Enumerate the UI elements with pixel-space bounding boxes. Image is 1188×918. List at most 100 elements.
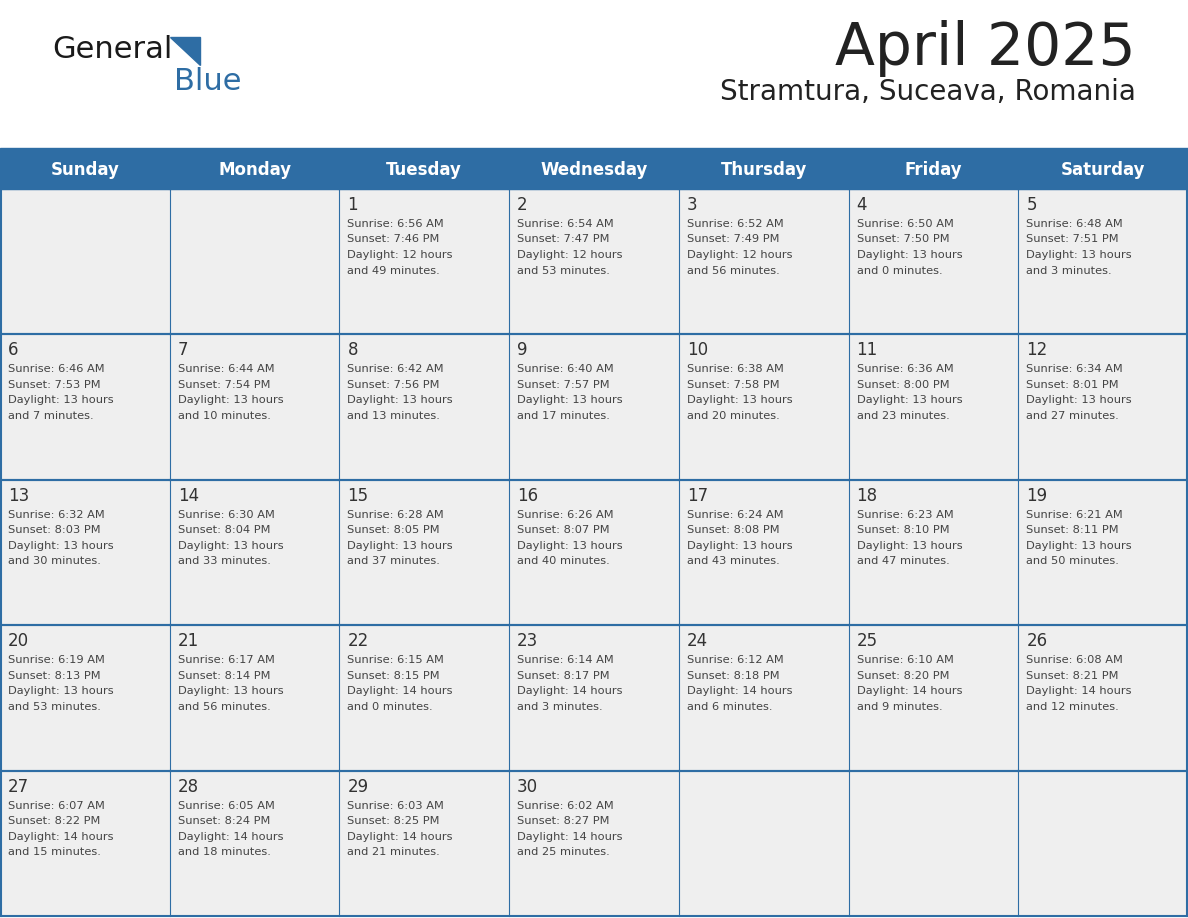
Text: and 3 minutes.: and 3 minutes. bbox=[517, 701, 602, 711]
Text: Blue: Blue bbox=[173, 67, 241, 96]
Text: 16: 16 bbox=[517, 487, 538, 505]
Text: Daylight: 14 hours: Daylight: 14 hours bbox=[517, 832, 623, 842]
Text: Sunrise: 6:28 AM: Sunrise: 6:28 AM bbox=[347, 509, 444, 520]
Text: Sunday: Sunday bbox=[50, 161, 119, 179]
Text: Sunrise: 6:36 AM: Sunrise: 6:36 AM bbox=[857, 364, 953, 375]
Text: Daylight: 13 hours: Daylight: 13 hours bbox=[8, 396, 114, 406]
Bar bbox=[678, 334, 848, 480]
Text: Sunset: 8:13 PM: Sunset: 8:13 PM bbox=[8, 671, 101, 681]
Bar bbox=[678, 625, 848, 770]
Text: Sunrise: 6:56 AM: Sunrise: 6:56 AM bbox=[347, 219, 444, 229]
Text: Daylight: 12 hours: Daylight: 12 hours bbox=[347, 250, 453, 260]
Text: Sunrise: 6:15 AM: Sunrise: 6:15 AM bbox=[347, 655, 444, 666]
Text: 2: 2 bbox=[517, 196, 527, 214]
Text: Sunrise: 6:08 AM: Sunrise: 6:08 AM bbox=[1026, 655, 1123, 666]
Text: Sunrise: 6:30 AM: Sunrise: 6:30 AM bbox=[178, 509, 274, 520]
Text: Sunrise: 6:23 AM: Sunrise: 6:23 AM bbox=[857, 509, 953, 520]
Text: and 43 minutes.: and 43 minutes. bbox=[687, 556, 779, 566]
Bar bbox=[0, 334, 170, 480]
Text: 26: 26 bbox=[1026, 633, 1048, 650]
Bar bbox=[510, 480, 678, 625]
Text: Sunset: 8:24 PM: Sunset: 8:24 PM bbox=[178, 816, 270, 826]
Text: 14: 14 bbox=[178, 487, 198, 505]
Text: 27: 27 bbox=[8, 778, 30, 796]
Bar bbox=[340, 189, 510, 334]
Bar bbox=[340, 480, 510, 625]
Bar bbox=[0, 151, 1188, 189]
Text: and 49 minutes.: and 49 minutes. bbox=[347, 265, 441, 275]
Text: 9: 9 bbox=[517, 341, 527, 360]
Text: Sunrise: 6:03 AM: Sunrise: 6:03 AM bbox=[347, 800, 444, 811]
Text: Daylight: 12 hours: Daylight: 12 hours bbox=[517, 250, 623, 260]
Bar bbox=[170, 480, 340, 625]
Text: and 56 minutes.: and 56 minutes. bbox=[178, 701, 271, 711]
Text: Sunset: 8:03 PM: Sunset: 8:03 PM bbox=[8, 525, 101, 535]
Text: Tuesday: Tuesday bbox=[386, 161, 462, 179]
Text: Daylight: 14 hours: Daylight: 14 hours bbox=[687, 686, 792, 696]
Text: 3: 3 bbox=[687, 196, 697, 214]
Text: 25: 25 bbox=[857, 633, 878, 650]
Text: Daylight: 13 hours: Daylight: 13 hours bbox=[1026, 250, 1132, 260]
Bar bbox=[0, 770, 170, 916]
Text: Sunset: 8:15 PM: Sunset: 8:15 PM bbox=[347, 671, 440, 681]
Text: Daylight: 13 hours: Daylight: 13 hours bbox=[347, 541, 453, 551]
Text: Sunrise: 6:52 AM: Sunrise: 6:52 AM bbox=[687, 219, 784, 229]
Bar bbox=[340, 625, 510, 770]
Bar bbox=[170, 625, 340, 770]
Polygon shape bbox=[170, 37, 200, 65]
Text: and 6 minutes.: and 6 minutes. bbox=[687, 701, 772, 711]
Text: Sunrise: 6:12 AM: Sunrise: 6:12 AM bbox=[687, 655, 784, 666]
Text: Sunset: 8:00 PM: Sunset: 8:00 PM bbox=[857, 380, 949, 390]
Text: 10: 10 bbox=[687, 341, 708, 360]
Text: Sunrise: 6:26 AM: Sunrise: 6:26 AM bbox=[517, 509, 614, 520]
Text: Sunrise: 6:24 AM: Sunrise: 6:24 AM bbox=[687, 509, 783, 520]
Text: Sunset: 7:47 PM: Sunset: 7:47 PM bbox=[517, 234, 609, 244]
Text: Daylight: 13 hours: Daylight: 13 hours bbox=[347, 396, 453, 406]
Text: Sunrise: 6:54 AM: Sunrise: 6:54 AM bbox=[517, 219, 614, 229]
Text: Stramtura, Suceava, Romania: Stramtura, Suceava, Romania bbox=[720, 78, 1136, 106]
Text: Daylight: 13 hours: Daylight: 13 hours bbox=[1026, 396, 1132, 406]
Text: Sunrise: 6:38 AM: Sunrise: 6:38 AM bbox=[687, 364, 784, 375]
Text: 29: 29 bbox=[347, 778, 368, 796]
Text: Daylight: 13 hours: Daylight: 13 hours bbox=[517, 396, 623, 406]
Text: Daylight: 14 hours: Daylight: 14 hours bbox=[857, 686, 962, 696]
Text: Sunset: 7:53 PM: Sunset: 7:53 PM bbox=[8, 380, 101, 390]
Text: Daylight: 14 hours: Daylight: 14 hours bbox=[1026, 686, 1132, 696]
Text: Sunrise: 6:32 AM: Sunrise: 6:32 AM bbox=[8, 509, 105, 520]
Text: Sunrise: 6:02 AM: Sunrise: 6:02 AM bbox=[517, 800, 614, 811]
Bar bbox=[848, 625, 1018, 770]
Text: Daylight: 13 hours: Daylight: 13 hours bbox=[1026, 541, 1132, 551]
Bar bbox=[0, 625, 170, 770]
Text: and 37 minutes.: and 37 minutes. bbox=[347, 556, 441, 566]
Text: and 9 minutes.: and 9 minutes. bbox=[857, 701, 942, 711]
Text: Daylight: 13 hours: Daylight: 13 hours bbox=[8, 541, 114, 551]
Text: Daylight: 14 hours: Daylight: 14 hours bbox=[347, 686, 453, 696]
Text: Wednesday: Wednesday bbox=[541, 161, 647, 179]
Text: Sunrise: 6:42 AM: Sunrise: 6:42 AM bbox=[347, 364, 444, 375]
Text: 23: 23 bbox=[517, 633, 538, 650]
Text: Thursday: Thursday bbox=[721, 161, 807, 179]
Text: Sunset: 7:51 PM: Sunset: 7:51 PM bbox=[1026, 234, 1119, 244]
Text: Sunset: 7:50 PM: Sunset: 7:50 PM bbox=[857, 234, 949, 244]
Bar bbox=[510, 770, 678, 916]
Text: and 21 minutes.: and 21 minutes. bbox=[347, 847, 441, 857]
Text: 22: 22 bbox=[347, 633, 368, 650]
Text: Daylight: 12 hours: Daylight: 12 hours bbox=[687, 250, 792, 260]
Text: 30: 30 bbox=[517, 778, 538, 796]
Text: Sunset: 8:20 PM: Sunset: 8:20 PM bbox=[857, 671, 949, 681]
Bar bbox=[340, 770, 510, 916]
Text: Daylight: 13 hours: Daylight: 13 hours bbox=[687, 396, 792, 406]
Text: Sunset: 7:56 PM: Sunset: 7:56 PM bbox=[347, 380, 440, 390]
Text: and 23 minutes.: and 23 minutes. bbox=[857, 411, 949, 420]
Text: 5: 5 bbox=[1026, 196, 1037, 214]
Text: Saturday: Saturday bbox=[1061, 161, 1145, 179]
Text: Sunrise: 6:40 AM: Sunrise: 6:40 AM bbox=[517, 364, 614, 375]
Text: 24: 24 bbox=[687, 633, 708, 650]
Text: Daylight: 14 hours: Daylight: 14 hours bbox=[347, 832, 453, 842]
Bar bbox=[678, 480, 848, 625]
Text: Sunset: 7:49 PM: Sunset: 7:49 PM bbox=[687, 234, 779, 244]
Text: Daylight: 13 hours: Daylight: 13 hours bbox=[178, 686, 284, 696]
Text: April 2025: April 2025 bbox=[835, 20, 1136, 77]
Text: Sunset: 8:17 PM: Sunset: 8:17 PM bbox=[517, 671, 609, 681]
Text: and 53 minutes.: and 53 minutes. bbox=[8, 701, 101, 711]
